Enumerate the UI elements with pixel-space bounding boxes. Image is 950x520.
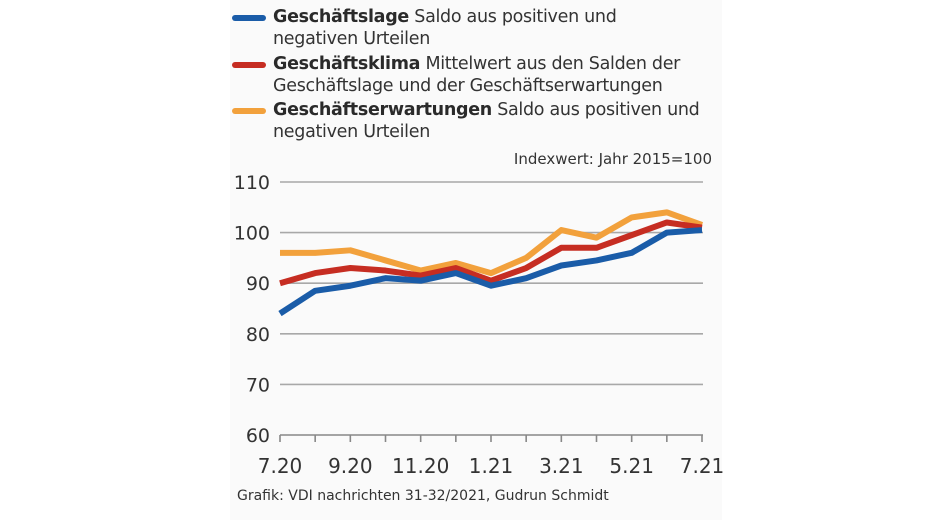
legend-name: Geschäftserwartungen bbox=[273, 100, 492, 120]
x-tick-label: 7.21 bbox=[680, 454, 725, 478]
y-tick-label: 70 bbox=[246, 374, 270, 396]
y-tick-label: 90 bbox=[246, 273, 270, 295]
x-tick-label: 9.20 bbox=[328, 454, 373, 478]
x-tick-label: 11.20 bbox=[392, 454, 449, 478]
x-tick-label: 5.21 bbox=[609, 454, 654, 478]
x-tick-label: 3.21 bbox=[539, 454, 584, 478]
legend-desc2: negativen Urteilen bbox=[273, 29, 431, 49]
y-tick-label: 110 bbox=[234, 172, 270, 194]
legend-swatch-geschaeftslage bbox=[232, 15, 266, 21]
legend-desc2: Geschäftslage und der Geschäftserwartung… bbox=[273, 76, 663, 96]
y-tick-label: 80 bbox=[246, 324, 270, 346]
legend-name: Geschäftsklima bbox=[273, 54, 421, 74]
x-tick-label: 7.20 bbox=[258, 454, 303, 478]
y-tick-label: 60 bbox=[246, 425, 270, 447]
legend-item-geschaeftserwartungen: Geschäftserwartungen Saldo aus positiven… bbox=[273, 99, 723, 143]
legend-desc: Mittelwert aus den Salden der bbox=[425, 54, 681, 74]
legend-item-geschaeftsklima: Geschäftsklima Mittelwert aus den Salden… bbox=[273, 53, 723, 97]
legend-name: Geschäftslage bbox=[273, 7, 409, 27]
series-line-geschaeftserwartungen bbox=[280, 209, 704, 277]
credit-text: Grafik: VDI nachrichten 31-32/2021, Gudr… bbox=[237, 488, 609, 504]
legend-swatch-geschaeftsklima bbox=[232, 62, 266, 68]
x-tick-label: 1.21 bbox=[469, 454, 514, 478]
chart-panel bbox=[230, 0, 722, 520]
legend-desc: Saldo aus positiven und bbox=[497, 100, 700, 120]
legend-desc: Saldo aus positiven und bbox=[414, 7, 617, 27]
legend-item-geschaeftslage: Geschäftslage Saldo aus positiven und neg… bbox=[273, 6, 723, 50]
y-tick-label: 100 bbox=[234, 223, 270, 245]
legend-desc2: negativen Urteilen bbox=[273, 122, 431, 142]
unit-label: Indexwert: Jahr 2015=100 bbox=[513, 150, 712, 168]
legend-swatch-geschaeftserwartungen bbox=[232, 108, 266, 114]
